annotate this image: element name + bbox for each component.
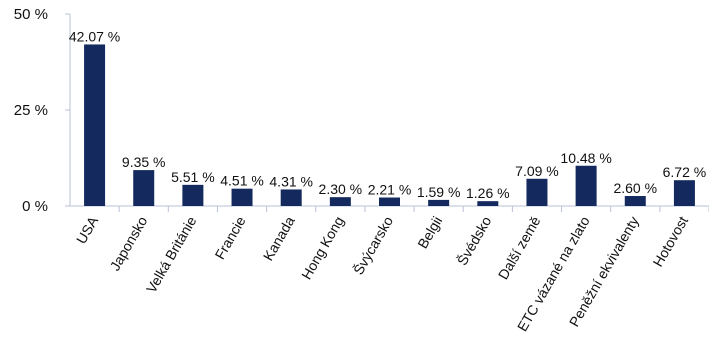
bar — [182, 184, 204, 206]
bar — [379, 197, 400, 206]
bar — [280, 189, 302, 206]
x-tick-label: Kanada — [260, 213, 298, 263]
x-tick-label: Další země — [495, 213, 544, 282]
x-tick-label: Francie — [211, 213, 248, 262]
data-label: 4.31 % — [269, 173, 313, 189]
data-label: 10.48 % — [560, 150, 611, 166]
data-label: 2.30 % — [319, 181, 363, 197]
bar — [329, 197, 351, 206]
data-label: 2.60 % — [613, 180, 657, 196]
bar — [575, 165, 597, 206]
data-label: 2.21 % — [368, 182, 412, 198]
y-tick-label: 0 % — [22, 198, 48, 215]
bar — [133, 170, 155, 206]
data-label: 1.59 % — [417, 184, 461, 200]
x-tick-label: Hong Kong — [298, 214, 347, 283]
bar — [477, 201, 499, 206]
data-label: 5.51 % — [171, 169, 215, 185]
bar — [526, 178, 548, 206]
x-tick-label: Švýcarsko — [350, 213, 396, 277]
x-tick-label: Velká Británie — [143, 213, 200, 295]
data-label: 6.72 % — [663, 164, 707, 180]
bar — [624, 196, 646, 206]
data-label: 7.09 % — [515, 163, 559, 179]
bar — [231, 188, 253, 206]
data-label: 9.35 % — [122, 154, 166, 170]
x-tick-label: Hotovost — [650, 213, 692, 269]
x-tick-label: Japonsko — [107, 213, 151, 273]
data-label: 4.51 % — [220, 173, 264, 189]
x-tick-label: Belgii — [414, 214, 445, 252]
data-label: 1.26 % — [466, 185, 510, 201]
y-tick-label: 25 % — [14, 102, 48, 119]
data-label: 42.07 % — [69, 28, 120, 44]
bar — [84, 44, 106, 206]
x-tick-label: Švédsko — [454, 213, 495, 268]
bar — [673, 180, 695, 206]
x-tick-label: USA — [73, 213, 102, 247]
y-tick-label: 50 % — [14, 6, 48, 23]
bar — [428, 199, 450, 206]
